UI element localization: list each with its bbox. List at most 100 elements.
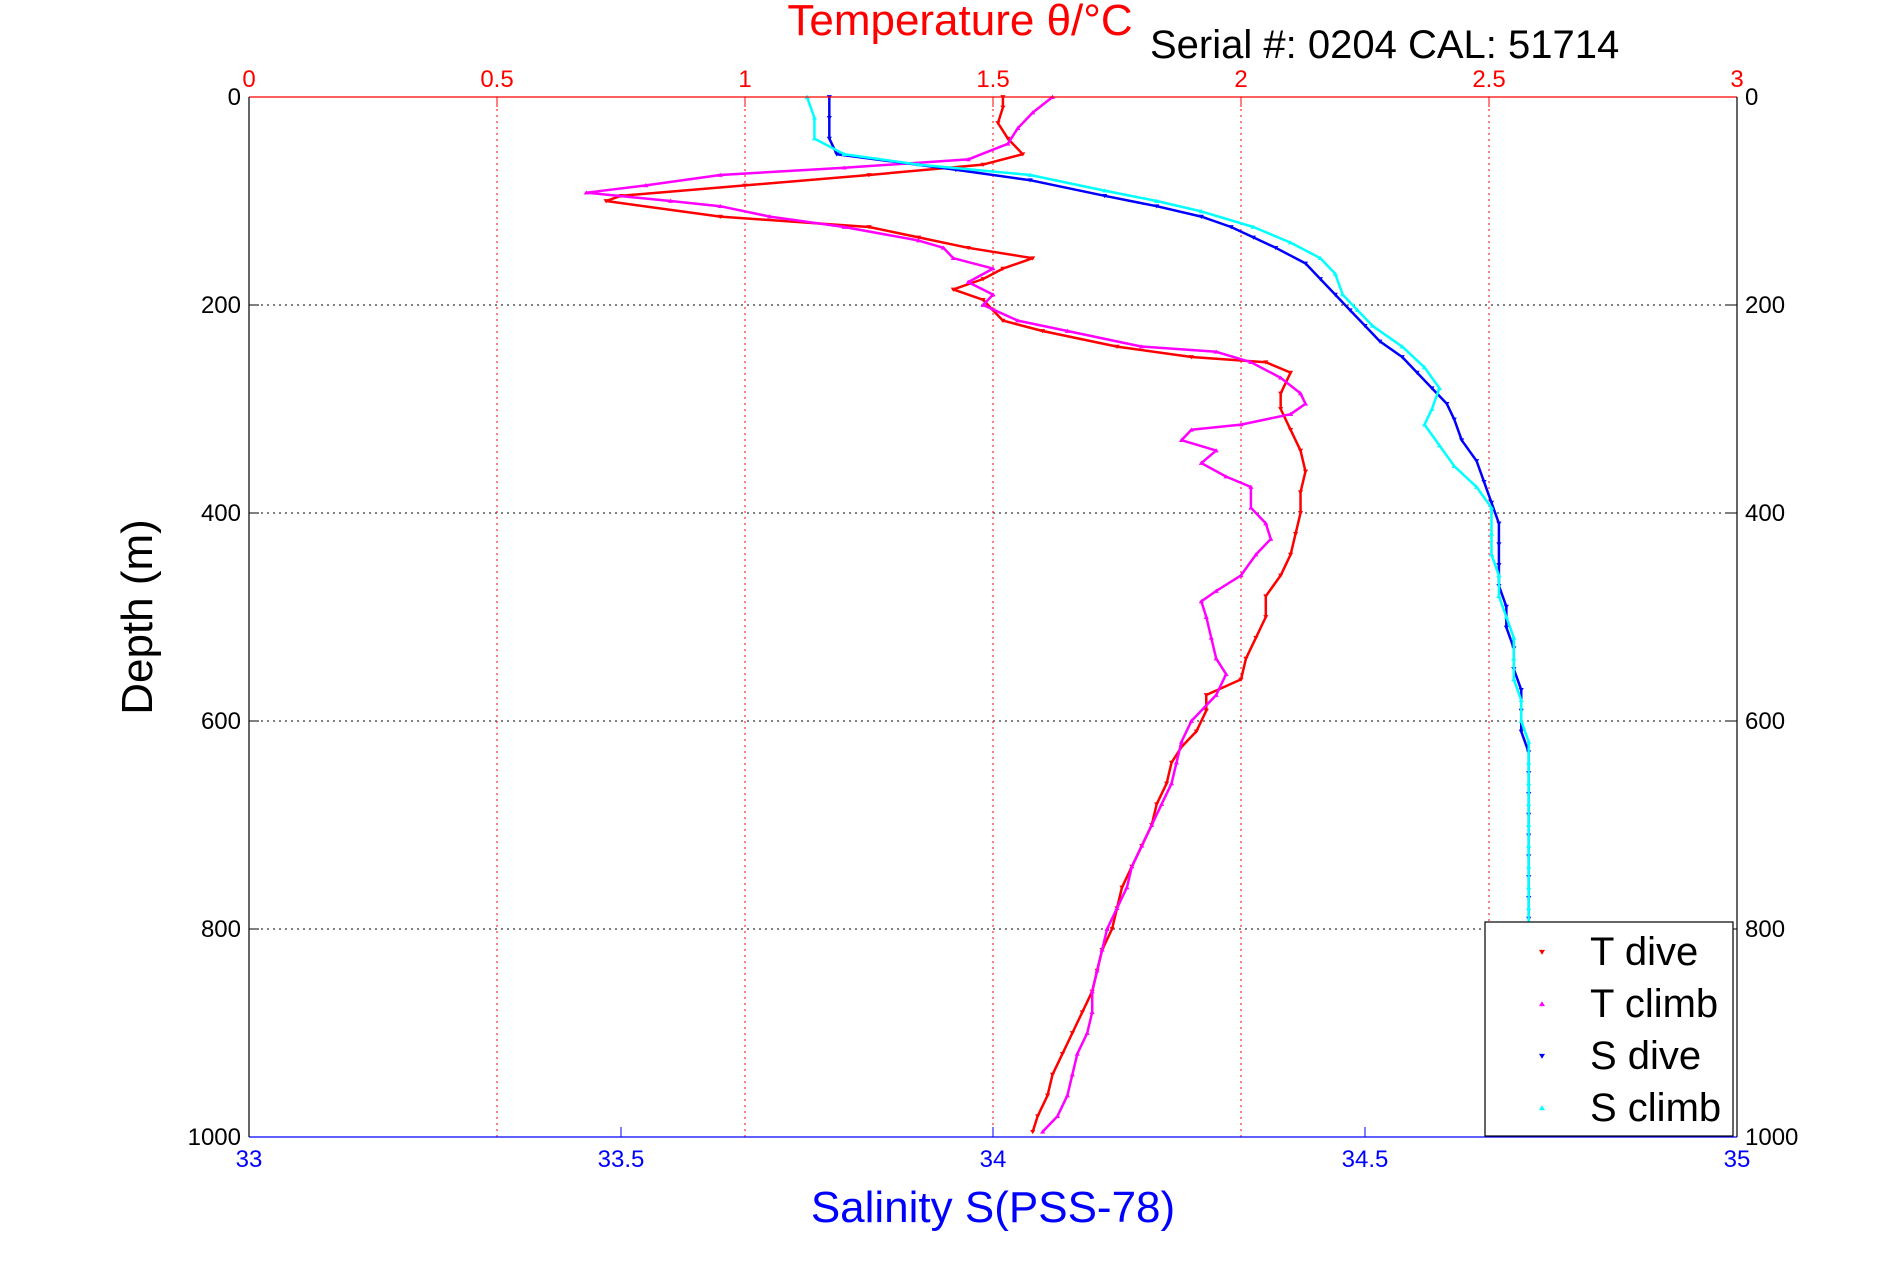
data-point bbox=[1317, 255, 1323, 261]
data-point bbox=[1278, 375, 1284, 380]
data-point bbox=[1069, 1072, 1075, 1077]
data-point bbox=[1250, 224, 1256, 229]
data-point bbox=[1213, 448, 1219, 453]
data-point bbox=[1511, 656, 1517, 661]
data-point bbox=[1154, 198, 1160, 203]
data-point bbox=[1089, 1009, 1095, 1015]
data-point bbox=[1297, 490, 1304, 495]
data-point bbox=[1263, 360, 1269, 365]
data-point bbox=[1059, 1051, 1066, 1057]
series-t-climb bbox=[583, 94, 1309, 1134]
data-point bbox=[980, 162, 986, 167]
data-point bbox=[1503, 625, 1509, 630]
data-point bbox=[1109, 927, 1115, 932]
legend: T dive T climb S dive S climb bbox=[1484, 921, 1734, 1137]
data-point bbox=[1302, 469, 1309, 474]
depth-tick-label-right: 800 bbox=[1745, 916, 1785, 943]
data-point bbox=[916, 238, 922, 243]
data-point bbox=[1288, 411, 1294, 417]
legend-marker bbox=[1539, 1053, 1545, 1059]
depth-tick-label-left: 0 bbox=[228, 84, 241, 111]
data-point bbox=[1248, 359, 1254, 365]
data-point bbox=[1188, 427, 1194, 432]
data-point bbox=[1436, 385, 1442, 391]
data-point bbox=[1030, 1129, 1036, 1135]
data-point bbox=[1297, 511, 1304, 516]
depth-tick-label-right: 400 bbox=[1745, 500, 1785, 527]
series-s-climb bbox=[804, 94, 1539, 1129]
data-point bbox=[1139, 843, 1145, 848]
data-point bbox=[643, 183, 649, 188]
data-point bbox=[1178, 739, 1185, 744]
data-series bbox=[583, 94, 1539, 1135]
depth-tick-label-left: 800 bbox=[201, 916, 241, 943]
data-point bbox=[1203, 693, 1209, 698]
data-point bbox=[1444, 401, 1450, 407]
data-point bbox=[1340, 292, 1346, 297]
temperature-tick-label: 1 bbox=[738, 66, 751, 93]
data-point bbox=[1292, 531, 1299, 537]
data-point bbox=[1511, 677, 1517, 682]
data-point bbox=[1000, 266, 1006, 271]
data-point bbox=[1168, 760, 1175, 765]
data-point bbox=[980, 277, 986, 282]
data-point bbox=[1203, 708, 1209, 713]
data-point bbox=[916, 235, 922, 240]
data-point bbox=[1250, 235, 1256, 240]
data-point bbox=[1168, 781, 1175, 786]
data-point bbox=[1173, 760, 1180, 765]
data-point bbox=[1243, 656, 1249, 661]
salinity-tick-label: 35 bbox=[1724, 1146, 1751, 1173]
data-point bbox=[1020, 152, 1026, 157]
depth-tick-label-right: 200 bbox=[1745, 292, 1785, 319]
data-point bbox=[1503, 614, 1509, 619]
data-point bbox=[950, 287, 956, 292]
data-point bbox=[668, 198, 674, 203]
data-point bbox=[1208, 635, 1214, 640]
data-point bbox=[1005, 136, 1011, 141]
data-point bbox=[965, 279, 971, 284]
data-point bbox=[1099, 947, 1105, 952]
data-point bbox=[717, 203, 723, 209]
data-point bbox=[1503, 604, 1509, 609]
legend-label: S climb bbox=[1590, 1086, 1721, 1130]
data-point bbox=[1238, 573, 1244, 578]
data-point bbox=[1297, 448, 1304, 453]
data-point bbox=[1040, 1129, 1046, 1134]
data-point bbox=[1496, 521, 1502, 526]
grid-lines bbox=[249, 97, 1737, 1137]
depth-tick-label-left: 200 bbox=[201, 292, 241, 319]
data-point bbox=[811, 115, 818, 120]
data-point bbox=[1354, 307, 1361, 313]
data-point bbox=[1089, 989, 1095, 994]
legend-marker bbox=[1539, 1001, 1545, 1007]
data-point bbox=[1317, 277, 1323, 282]
data-point bbox=[1488, 552, 1495, 557]
data-point bbox=[1332, 292, 1338, 297]
data-point bbox=[1178, 437, 1185, 443]
data-point bbox=[1154, 204, 1160, 209]
data-point bbox=[1248, 505, 1254, 510]
data-point bbox=[1263, 521, 1269, 526]
data-point bbox=[1253, 635, 1259, 641]
data-point bbox=[1124, 885, 1130, 890]
data-point bbox=[826, 136, 832, 141]
data-point bbox=[980, 302, 986, 307]
data-point bbox=[1526, 864, 1532, 869]
data-point bbox=[1238, 677, 1244, 682]
data-point bbox=[841, 165, 847, 170]
data-point bbox=[1213, 588, 1219, 593]
data-point bbox=[1332, 271, 1338, 276]
legend-label: T dive bbox=[1590, 930, 1698, 974]
data-point bbox=[1064, 1093, 1070, 1098]
data-point bbox=[1421, 365, 1428, 370]
data-point bbox=[1288, 240, 1294, 245]
data-point bbox=[841, 224, 847, 229]
temperature-tick-label: 1.5 bbox=[976, 66, 1009, 93]
data-point bbox=[1451, 463, 1457, 469]
data-point bbox=[1511, 635, 1517, 640]
data-point bbox=[1139, 344, 1145, 349]
data-point bbox=[1198, 599, 1204, 604]
data-point bbox=[1496, 542, 1502, 547]
